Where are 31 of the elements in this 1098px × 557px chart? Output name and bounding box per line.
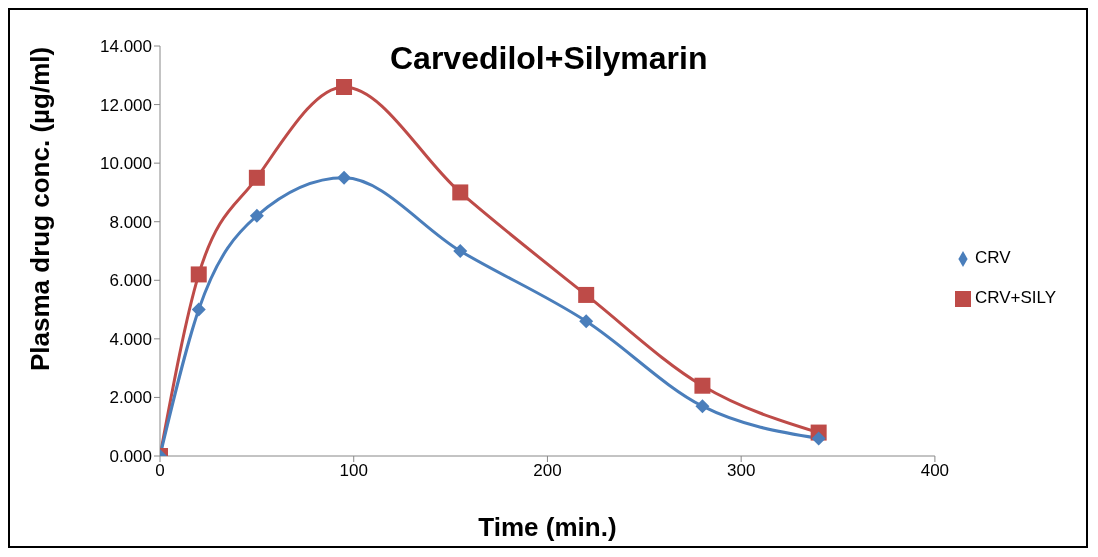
point	[578, 286, 595, 303]
y-tick-label: 0.000	[109, 447, 152, 467]
y-tick-label: 2.000	[109, 388, 152, 408]
y-axis-title: Plasma drug conc. (µg/ml)	[25, 46, 56, 371]
point	[336, 79, 353, 95]
point	[453, 244, 468, 258]
point	[191, 302, 206, 317]
y-tick-label: 12.000	[100, 95, 152, 115]
point	[248, 169, 265, 186]
point	[249, 208, 264, 223]
point	[695, 399, 710, 414]
point	[811, 431, 826, 446]
chart-title: Carvedilol+Silymarin	[390, 40, 708, 77]
legend-label: CRV+SILY	[974, 288, 1056, 307]
point	[579, 314, 594, 329]
y-tick-label: 14.000	[100, 37, 152, 57]
point	[190, 266, 207, 283]
x-tick-label: 0	[155, 461, 165, 481]
x-tick-label: 300	[726, 461, 756, 481]
y-tick-label: 6.000	[109, 271, 152, 291]
point	[694, 377, 711, 394]
point	[452, 184, 469, 201]
y-tick-label: 10.000	[100, 154, 152, 174]
y-tick-label: 4.000	[109, 329, 152, 349]
legend-label: CRV	[974, 248, 1011, 267]
x-tick-label: 100	[339, 461, 368, 481]
x-tick-label: 200	[533, 461, 562, 481]
x-tick-label: 400	[920, 461, 950, 481]
point	[337, 170, 352, 185]
x-axis-title: Time (min.)	[478, 512, 617, 542]
y-tick-label: 8.000	[109, 212, 152, 232]
